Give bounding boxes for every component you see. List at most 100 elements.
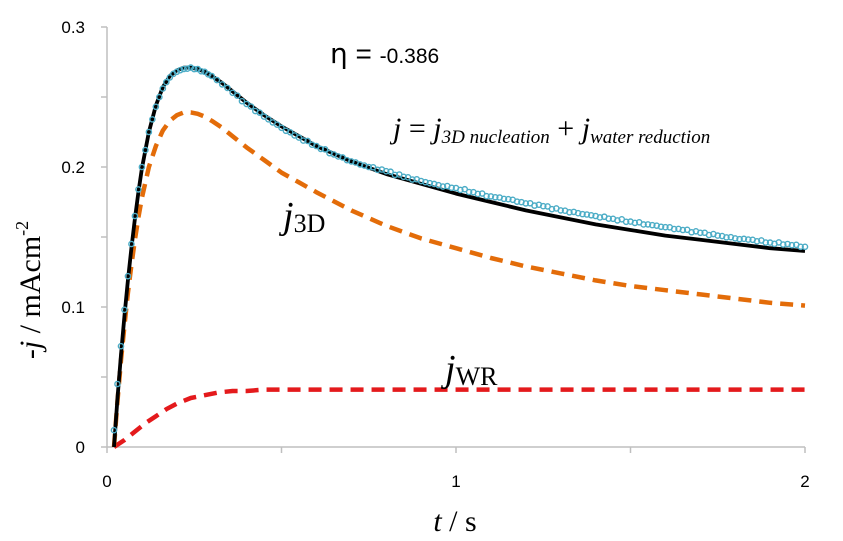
jwr-label-var: j (440, 348, 456, 390)
y-axis-label: -j / mAcm-2 (12, 221, 47, 359)
experimental-point (110, 426, 118, 434)
experimental-point-fill (426, 179, 434, 187)
eq-equals: = (401, 112, 433, 145)
j3d-line (111, 110, 806, 448)
experimental-point (145, 128, 153, 136)
experimental-point (159, 85, 167, 92)
experimental-point-fill (587, 211, 595, 219)
experimental-point-fill (622, 218, 630, 226)
experimental-point (801, 243, 809, 251)
y-label-sup: -2 (12, 221, 32, 236)
experimental-point-fill (391, 171, 399, 179)
experimental-point (218, 81, 226, 88)
experimental-point (697, 229, 704, 237)
experimental-point (180, 65, 188, 73)
experimental-point (152, 103, 160, 111)
experimental-point-fill (238, 97, 246, 105)
experimental-point-fill (483, 192, 490, 200)
experimental-point-fill (176, 66, 184, 74)
experimental-point-fill (474, 190, 482, 198)
jwr-label-sub: WR (456, 362, 499, 391)
experimental-point-fill (233, 92, 241, 99)
x-label-var: t (433, 505, 442, 538)
experimental-point-fill (649, 221, 656, 229)
eta-annotation: η = -0.386 (330, 37, 439, 70)
x-tick-label: 0 (102, 472, 111, 491)
jwr-label: jWR (440, 348, 498, 391)
x-axis-label: t / s (433, 505, 476, 538)
experimental-point (124, 272, 132, 280)
experimental-point (400, 173, 407, 181)
eq-lhs: j (389, 112, 401, 145)
experimental-point (505, 195, 512, 203)
experimental-point (313, 142, 320, 150)
experimental-point (539, 202, 547, 210)
eta-value: -0.386 (380, 45, 440, 68)
eq-term2-sub: water reduction (590, 127, 710, 148)
experimental-point (229, 89, 236, 97)
total_fit-line (112, 65, 806, 448)
x-tick-label: 1 (451, 472, 460, 491)
experimental-point-fill (265, 116, 272, 123)
eta-equals: = (348, 38, 380, 69)
experimental-point-fill (387, 168, 394, 176)
y-tick-label: 0.2 (61, 158, 85, 177)
experimental-point-fill (149, 116, 156, 123)
experimental-point-fill (190, 65, 198, 73)
experimental-point-fill (163, 78, 170, 86)
y-tick-label: 0.3 (61, 18, 85, 37)
experimental-point-fill (640, 221, 647, 228)
experimental-point (135, 186, 142, 193)
experimental-point (208, 72, 215, 80)
experimental-point-fill (670, 225, 678, 233)
experimental-point-fill (457, 186, 464, 194)
experimental-point (487, 193, 495, 200)
experimental-point-fill (321, 146, 329, 153)
experimental-point (278, 124, 285, 132)
axis-ticks: 0 0.1 0.2 0.3 0 1 2 (61, 18, 809, 491)
experimental-point-fill (531, 202, 538, 209)
experimental-point-fill (317, 145, 325, 153)
series-layer (110, 64, 809, 449)
experimental-point (731, 235, 739, 242)
experimental-point (644, 221, 652, 228)
eq-term1-var: j (429, 112, 441, 145)
experimental-point (121, 306, 128, 314)
experimental-point-fill (596, 214, 604, 221)
experimental-point-fill (142, 146, 149, 154)
x-label-unit: / s (442, 505, 477, 538)
experimental-point-fill (156, 93, 163, 101)
j3d-label-var: j (278, 195, 294, 237)
experimental-point (382, 167, 390, 175)
y-label-unit: / mAcm (14, 236, 47, 341)
experimental-point-fill (409, 176, 416, 183)
j3d-label: j3D (278, 195, 325, 238)
x-tick-label: 2 (800, 472, 809, 491)
experimental-point-fill (491, 193, 499, 201)
experimental-point-fill (779, 241, 787, 248)
y-tick-label: 0 (76, 438, 85, 457)
experimental-point-fill (224, 84, 231, 92)
experimental-markers (110, 64, 809, 434)
experimental-point-fill (548, 205, 556, 213)
experimental-point-fill (753, 238, 761, 245)
experimental-point-fill (788, 241, 796, 249)
experimental-point (662, 223, 669, 231)
eta-symbol: η (330, 37, 348, 70)
eq-term1-sub: 3D nucleation (441, 127, 550, 148)
experimental-point-fill (744, 236, 752, 243)
experimental-point-fill (213, 76, 221, 84)
experimental-point-fill (448, 184, 455, 192)
j3d-label-sub: 3D (294, 209, 326, 238)
experimental-point (557, 207, 565, 214)
experimental-point-fill (465, 188, 473, 196)
experimental-point-fill (197, 67, 205, 75)
experimental-point (114, 380, 121, 388)
experimental-point-fill (740, 235, 748, 243)
experimental-point-fill (273, 121, 281, 128)
y-label-var: j (14, 341, 47, 353)
experimental-point-fill (439, 183, 447, 190)
experimental-point-fill (583, 211, 591, 218)
